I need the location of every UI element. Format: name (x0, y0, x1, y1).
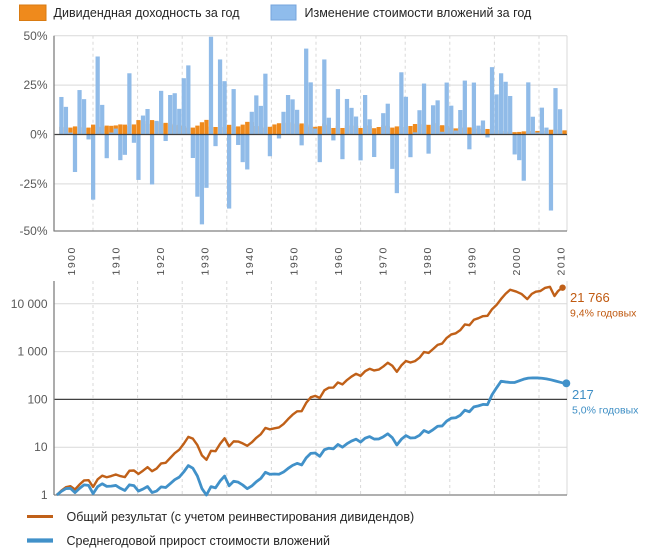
svg-text:1940: 1940 (244, 246, 256, 275)
svg-text:-50%: -50% (19, 224, 47, 238)
svg-text:1990: 1990 (466, 246, 478, 275)
svg-text:1: 1 (41, 488, 48, 502)
svg-text:Дивидендная доходность за год: Дивидендная доходность за год (54, 6, 241, 20)
svg-text:1910: 1910 (110, 246, 122, 275)
svg-text:100: 100 (27, 392, 47, 406)
svg-text:217: 217 (572, 387, 594, 402)
svg-text:25%: 25% (23, 78, 47, 92)
svg-text:1920: 1920 (155, 246, 167, 275)
svg-text:21 766: 21 766 (570, 290, 610, 305)
svg-text:2010: 2010 (555, 246, 567, 275)
svg-text:50%: 50% (23, 29, 47, 43)
svg-text:5,0% годовых: 5,0% годовых (572, 405, 639, 417)
svg-text:Среднегодовой прирост стоимост: Среднегодовой прирост стоимости вложений (67, 534, 331, 548)
svg-text:2000: 2000 (511, 246, 523, 275)
svg-text:Общий результат (с учетом реи: Общий результат (с учетом реинвестирован… (67, 510, 415, 524)
svg-text:9,4% годовых: 9,4% годовых (570, 308, 637, 320)
svg-text:1970: 1970 (377, 246, 389, 275)
svg-text:10 000: 10 000 (11, 297, 48, 311)
svg-text:0%: 0% (30, 128, 48, 142)
svg-text:1930: 1930 (199, 246, 211, 275)
svg-text:1950: 1950 (288, 246, 300, 275)
svg-text:Изменение стоимости вложений з: Изменение стоимости вложений за год (305, 6, 533, 20)
svg-text:1900: 1900 (66, 246, 78, 275)
svg-text:1980: 1980 (422, 246, 434, 275)
svg-text:1 000: 1 000 (17, 345, 47, 359)
svg-text:1960: 1960 (333, 246, 345, 275)
svg-text:-25%: -25% (19, 177, 47, 191)
svg-text:10: 10 (34, 440, 48, 454)
